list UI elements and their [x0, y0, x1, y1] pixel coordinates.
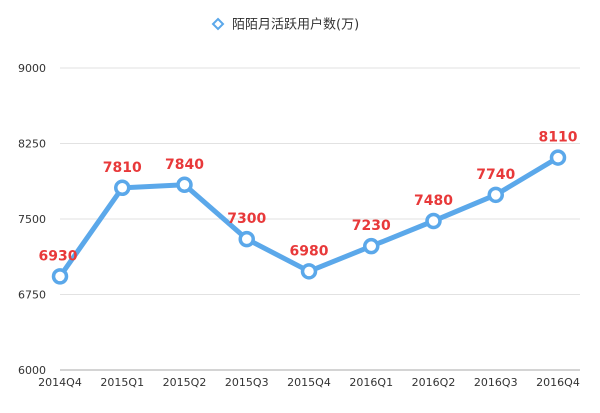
legend-label[interactable]: 陌陌月活跃用户数(万) — [232, 17, 359, 33]
x-tick-label: 2016Q1 — [349, 376, 393, 389]
data-label: 7810 — [103, 160, 142, 176]
x-tick-label: 2015Q3 — [225, 376, 269, 389]
x-tick-label: 2015Q1 — [100, 376, 144, 389]
x-tick-label: 2016Q4 — [536, 376, 580, 389]
data-label: 7300 — [227, 211, 266, 227]
legend-marker-icon — [211, 17, 225, 31]
data-labels: 6930 7810 7840 7300 6980 7230 7480 7740 8110 — [39, 130, 578, 265]
data-label: 7230 — [352, 218, 391, 234]
legend[interactable]: 陌陌月活跃用户数(万) — [211, 17, 359, 33]
data-point-marker — [114, 179, 131, 197]
data-point-marker — [176, 176, 193, 194]
data-point-marker — [487, 186, 504, 204]
data-point-marker — [425, 212, 442, 230]
data-label: 6930 — [39, 248, 78, 264]
y-tick-label: 6750 — [18, 289, 46, 302]
y-tick-label: 8250 — [18, 138, 46, 151]
data-point-marker — [300, 263, 318, 280]
y-tick-label: 7500 — [18, 213, 46, 226]
x-tick-label: 2015Q4 — [287, 376, 331, 389]
data-label: 7840 — [165, 157, 204, 173]
x-tick-label: 2014Q4 — [38, 376, 82, 389]
data-point-marker — [51, 268, 69, 285]
series-group — [51, 149, 567, 285]
axes: 6000 6750 7500 8250 9000 2014Q4 2015Q1 2015Q2 20… — [18, 62, 580, 389]
data-point-marker — [238, 230, 255, 248]
data-point-marker — [549, 149, 567, 166]
data-point-marker — [363, 237, 380, 255]
x-tick-label: 2015Q2 — [163, 376, 207, 389]
data-label: 7740 — [476, 167, 515, 183]
x-tick-label: 2016Q3 — [474, 376, 518, 389]
y-tick-label: 6000 — [18, 364, 46, 377]
data-label: 6980 — [290, 243, 329, 259]
gridlines — [60, 67, 580, 295]
x-tick-label: 2016Q2 — [412, 376, 456, 389]
y-tick-label: 9000 — [18, 62, 46, 75]
data-label: 7480 — [414, 193, 453, 209]
data-label: 8110 — [539, 130, 578, 146]
